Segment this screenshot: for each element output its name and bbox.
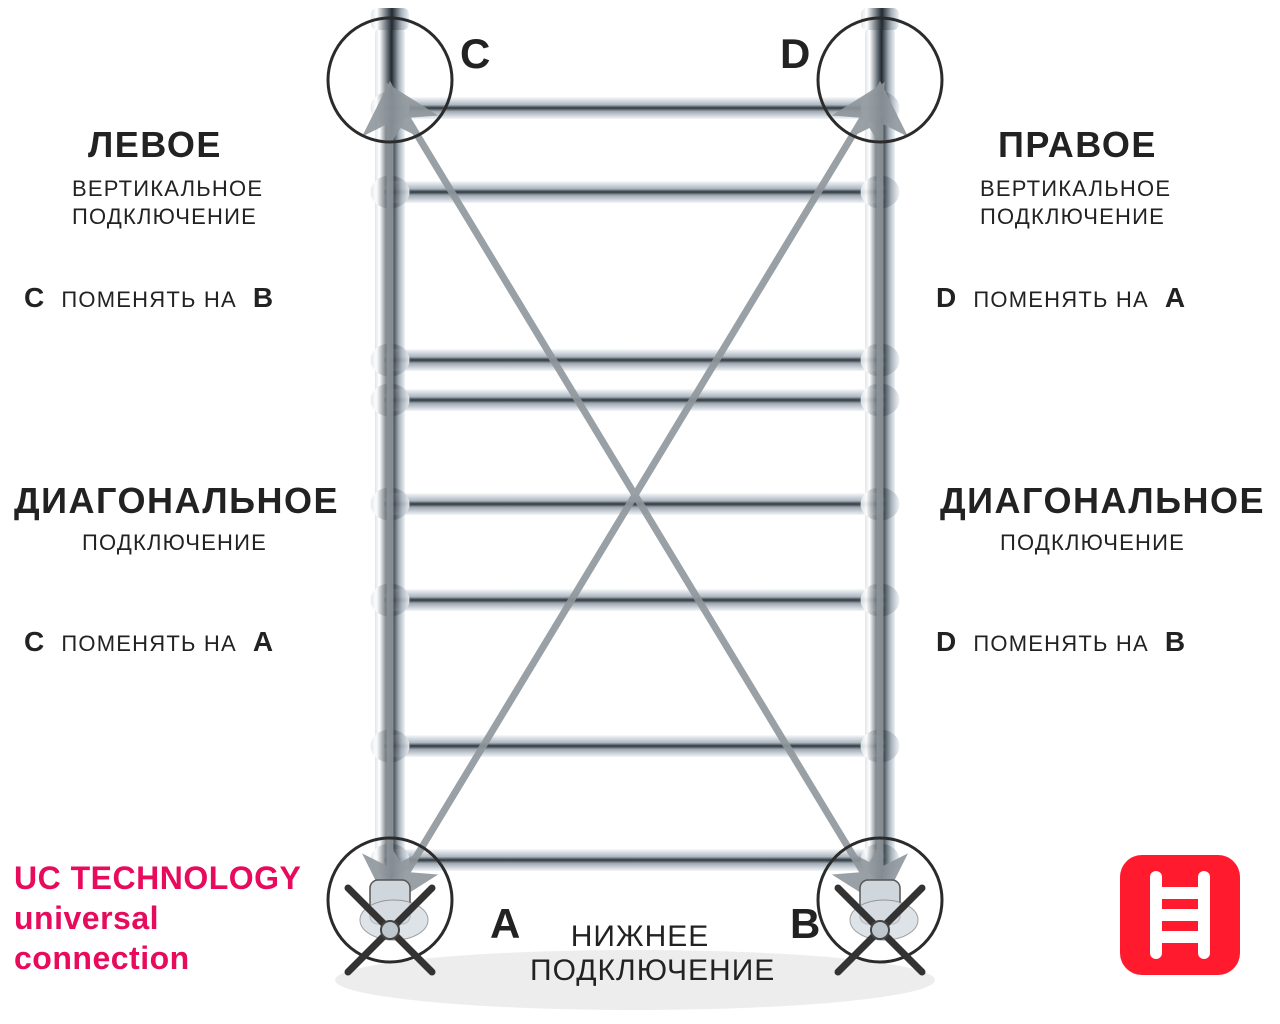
left-swap2-to: A: [253, 626, 274, 658]
uc-line3: connection: [14, 938, 301, 978]
left-swap1-text: ПОМЕНЯТЬ НА: [61, 287, 236, 313]
right-swap-2: D ПОМЕНЯТЬ НА B: [936, 626, 1186, 658]
left-swap2-text: ПОМЕНЯТЬ НА: [61, 631, 236, 657]
right-diag-sub: ПОДКЛЮЧЕНИЕ: [1000, 530, 1185, 556]
right-swap2-to: B: [1165, 626, 1186, 658]
uc-line1: UC TECHNOLOGY: [14, 858, 301, 898]
left-sub2: ПОДКЛЮЧЕНИЕ: [72, 204, 257, 230]
left-diag-sub: ПОДКЛЮЧЕНИЕ: [82, 530, 267, 556]
corner-letter-d: D: [780, 30, 810, 78]
right-swap2-from: D: [936, 626, 957, 658]
uc-line2: universal: [14, 898, 301, 938]
corner-letter-c: C: [460, 30, 490, 78]
left-title: ЛЕВОЕ: [88, 124, 222, 166]
right-swap1-text: ПОМЕНЯТЬ НА: [973, 287, 1148, 313]
right-title: ПРАВОЕ: [998, 124, 1157, 166]
left-swap2-from: C: [24, 626, 45, 658]
right-diag-title: ДИАГОНАЛЬНОЕ: [940, 480, 1265, 522]
bottom-line1: НИЖНЕЕ: [530, 920, 750, 954]
left-diag-title: ДИАГОНАЛЬНОЕ: [14, 480, 339, 522]
left-swap1-from: C: [24, 282, 45, 314]
right-swap1-from: D: [936, 282, 957, 314]
left-swap1-to: B: [253, 282, 274, 314]
bottom-line2: ПОДКЛЮЧЕНИЕ: [530, 954, 750, 988]
uc-technology-label: UC TECHNOLOGY universal connection: [14, 858, 301, 978]
right-swap-1: D ПОМЕНЯТЬ НА A: [936, 282, 1186, 314]
right-swap2-text: ПОМЕНЯТЬ НА: [973, 631, 1148, 657]
ladder-icon: [1120, 855, 1240, 975]
right-swap1-to: A: [1165, 282, 1186, 314]
left-swap-1: C ПОМЕНЯТЬ НА B: [24, 282, 274, 314]
left-sub1: ВЕРТИКАЛЬНОЕ: [72, 176, 263, 202]
corner-letter-b: B: [790, 900, 820, 948]
corner-letter-a: A: [490, 900, 520, 948]
left-swap-2: C ПОМЕНЯТЬ НА A: [24, 626, 274, 658]
right-sub1: ВЕРТИКАЛЬНОЕ: [980, 176, 1171, 202]
bottom-label: НИЖНЕЕ ПОДКЛЮЧЕНИЕ: [530, 920, 750, 988]
right-sub2: ПОДКЛЮЧЕНИЕ: [980, 204, 1165, 230]
